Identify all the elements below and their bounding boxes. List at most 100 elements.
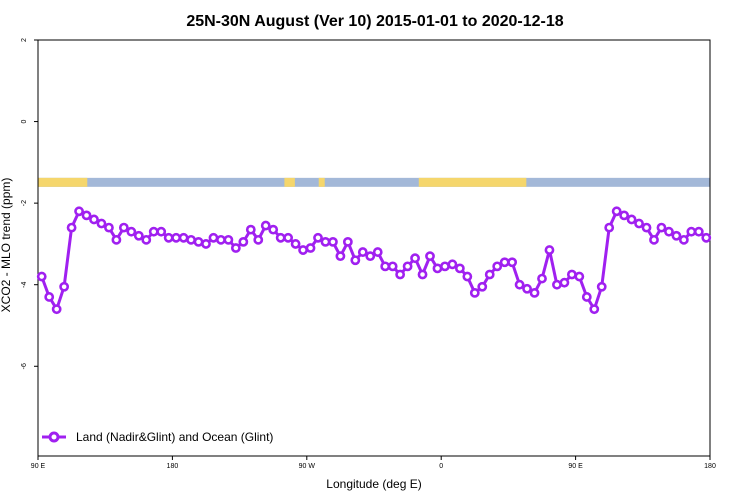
x-tick-label: 90 E bbox=[568, 463, 583, 470]
legend-marker bbox=[48, 431, 60, 443]
data-point bbox=[522, 283, 532, 294]
data-point bbox=[156, 226, 167, 237]
data-point bbox=[387, 261, 398, 272]
data-point bbox=[148, 226, 159, 237]
x-tick-label: 90 W bbox=[299, 463, 316, 470]
data-point bbox=[320, 236, 331, 247]
legend-label: Land (Nadir&Glint) and Ocean (Glint) bbox=[76, 430, 273, 444]
land-segment bbox=[284, 177, 295, 187]
data-point bbox=[619, 210, 630, 221]
data-point bbox=[693, 226, 704, 237]
data-point bbox=[118, 222, 129, 233]
data-point bbox=[410, 253, 420, 264]
data-point bbox=[686, 226, 697, 237]
data-point bbox=[529, 287, 540, 298]
data-point bbox=[126, 226, 137, 237]
data-point bbox=[514, 279, 525, 290]
land-segment bbox=[318, 177, 325, 187]
land-segment bbox=[38, 177, 88, 187]
data-point bbox=[656, 222, 667, 233]
data-point bbox=[260, 220, 271, 231]
data-point bbox=[649, 234, 659, 245]
data-point bbox=[664, 226, 674, 237]
data-point bbox=[380, 261, 391, 272]
data-point bbox=[574, 271, 585, 282]
data-point bbox=[328, 236, 338, 247]
y-axis-label: XCO2 - MLO trend (ppm) bbox=[0, 178, 13, 313]
data-point bbox=[163, 232, 174, 243]
data-point bbox=[111, 234, 122, 245]
data-point bbox=[566, 269, 577, 280]
data-point bbox=[477, 281, 488, 292]
data-point bbox=[89, 214, 99, 225]
data-point bbox=[634, 218, 644, 229]
data-point bbox=[201, 239, 211, 249]
land-segment bbox=[418, 177, 527, 187]
data-point bbox=[365, 251, 376, 262]
y-tick-label: -2 bbox=[21, 200, 28, 206]
data-point bbox=[678, 234, 689, 245]
data-point bbox=[417, 269, 428, 280]
x-tick-label: 0 bbox=[439, 463, 443, 470]
data-point bbox=[544, 245, 555, 255]
data-point bbox=[275, 232, 286, 243]
x-tick-label: 90 E bbox=[31, 463, 46, 470]
data-point bbox=[283, 232, 294, 243]
data-point bbox=[305, 243, 316, 253]
y-tick-label: -6 bbox=[21, 363, 28, 369]
data-point bbox=[245, 224, 256, 235]
data-point bbox=[313, 232, 323, 243]
data-point bbox=[193, 236, 204, 247]
data-point bbox=[641, 222, 652, 233]
chart-title: 25N-30N August (Ver 10) 2015-01-01 to 20… bbox=[186, 13, 563, 30]
data-point bbox=[51, 304, 62, 315]
x-axis-label: Longitude (deg E) bbox=[326, 477, 421, 491]
y-tick-label: 0 bbox=[21, 120, 28, 124]
data-point bbox=[66, 222, 77, 233]
legend: Land (Nadir&Glint) and Ocean (Glint) bbox=[42, 430, 273, 444]
data-point bbox=[238, 236, 249, 247]
data-point bbox=[186, 234, 196, 245]
plot-frame bbox=[37, 39, 711, 457]
data-point bbox=[44, 292, 55, 302]
data-point bbox=[492, 261, 503, 272]
data-point bbox=[402, 261, 413, 272]
data-point bbox=[133, 230, 144, 241]
data-point bbox=[596, 281, 607, 292]
data-point bbox=[342, 236, 353, 247]
data-point bbox=[447, 259, 458, 270]
data-point bbox=[96, 218, 107, 229]
data-point bbox=[298, 245, 308, 255]
x-tick-label: 180 bbox=[167, 463, 179, 470]
data-point bbox=[81, 210, 92, 221]
data-point bbox=[36, 271, 47, 282]
data-point bbox=[454, 263, 465, 274]
data-point bbox=[230, 243, 241, 253]
data-point bbox=[499, 257, 510, 268]
data-point bbox=[335, 251, 346, 262]
data-point bbox=[507, 257, 518, 268]
data-point bbox=[208, 232, 219, 243]
data-point bbox=[395, 269, 406, 280]
data-point bbox=[104, 222, 114, 233]
data-point bbox=[626, 214, 637, 225]
data-point bbox=[268, 224, 279, 235]
data-point bbox=[171, 232, 182, 243]
y-tick-label: 2 bbox=[21, 38, 28, 42]
data-point bbox=[440, 261, 450, 272]
data-point bbox=[552, 279, 562, 290]
x-axis: 90 E 180 90 W 0 90 E 180 bbox=[31, 456, 716, 470]
data-point bbox=[216, 234, 226, 245]
data-point bbox=[432, 263, 443, 274]
land-ocean-mask bbox=[38, 177, 710, 187]
data-point bbox=[671, 230, 682, 241]
ocean-band bbox=[38, 177, 710, 187]
data-point bbox=[350, 255, 361, 266]
data-point bbox=[537, 273, 547, 284]
data-point bbox=[372, 247, 383, 257]
data-point bbox=[74, 206, 84, 217]
data-point bbox=[581, 292, 592, 302]
data-point bbox=[469, 287, 480, 298]
data-point bbox=[290, 239, 301, 249]
